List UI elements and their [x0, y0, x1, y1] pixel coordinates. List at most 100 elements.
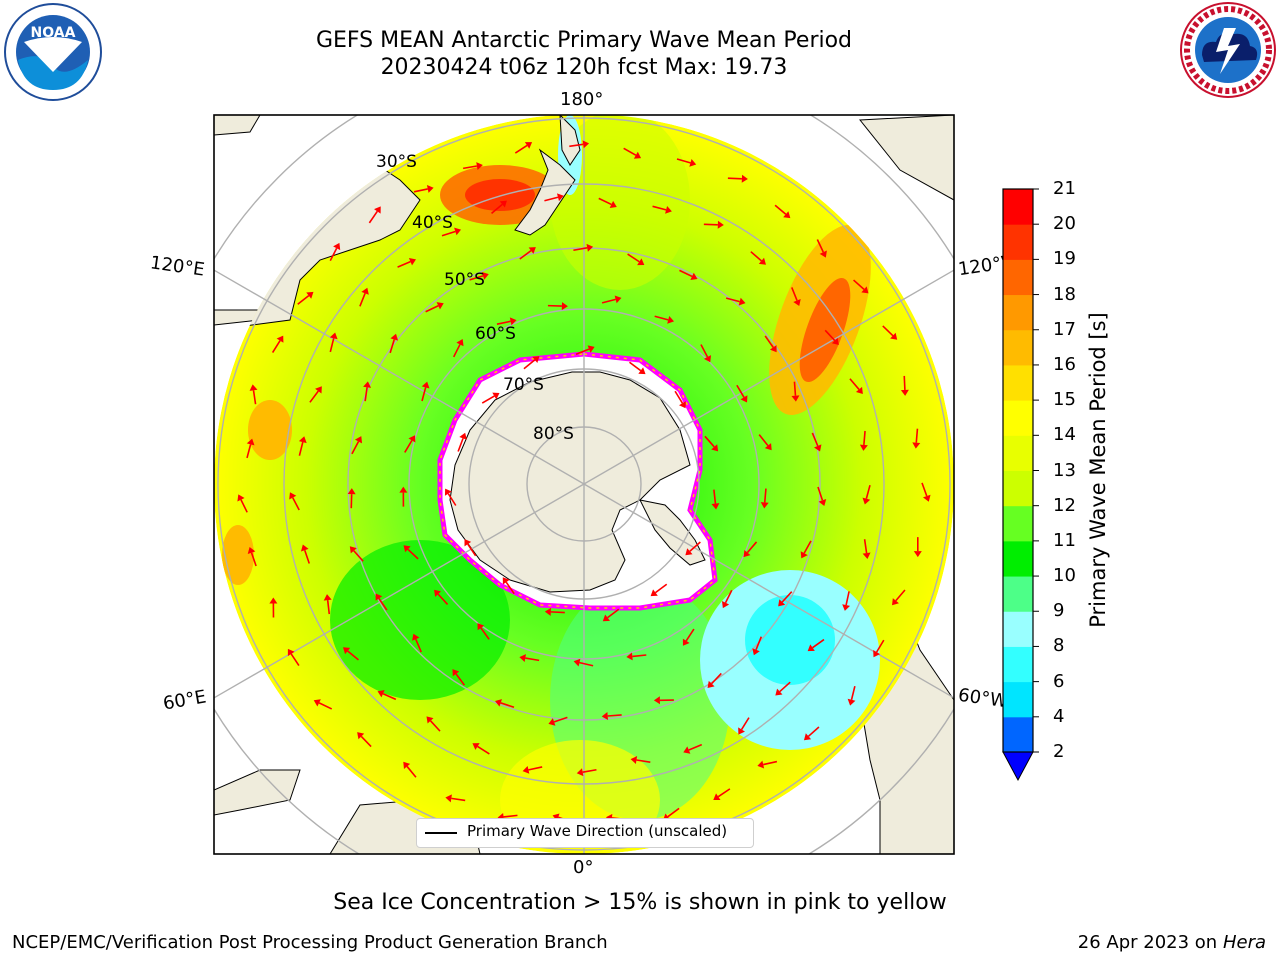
- wave-direction-arrowhead: [630, 756, 638, 764]
- wave-direction-arrowhead: [408, 435, 416, 443]
- colorbar-tick-label: 9: [1053, 600, 1065, 622]
- wave-direction-arrowhead: [481, 272, 489, 280]
- wave-direction-arrow: [689, 541, 701, 552]
- wave-direction-arrowhead: [509, 317, 517, 326]
- colorbar-tick-label: 20: [1053, 213, 1076, 235]
- wave-direction-arrowhead: [913, 551, 922, 558]
- wave-direction-arrowhead: [892, 598, 899, 606]
- land-antarctic-peninsula: [639, 499, 706, 566]
- wave-direction-arrow: [812, 638, 825, 649]
- wave-direction-arrow: [496, 320, 511, 325]
- wave-direction-arrowhead: [862, 497, 871, 505]
- wave-direction-arrow: [290, 653, 300, 667]
- colorbar-tick-label: 14: [1053, 424, 1076, 446]
- colorbar: [1002, 188, 1039, 782]
- wave-direction-arrowhead: [354, 436, 363, 444]
- wave-direction-arrow: [700, 344, 709, 358]
- wave-direction-arrowhead: [456, 339, 464, 347]
- colorbar-cell: [1003, 259, 1033, 296]
- wave-direction-arrowhead: [249, 384, 258, 391]
- wave-direction-arrowhead: [711, 444, 719, 452]
- wave-direction-arrowhead: [374, 206, 381, 214]
- wave-direction-arrowhead: [665, 206, 672, 214]
- wave-direction-arrowhead: [276, 335, 284, 343]
- wave-direction-arrowhead: [459, 432, 467, 440]
- wave-direction-arrowhead: [738, 727, 745, 735]
- wave-direction-arrow: [803, 540, 812, 554]
- wave-direction-arrow: [674, 390, 684, 404]
- wave-direction-arrow: [437, 593, 449, 605]
- wave-direction-arrowhead: [499, 200, 507, 208]
- wave-direction-arrow: [297, 294, 310, 305]
- wave-direction-arrowhead: [269, 597, 278, 604]
- wave-direction-arrowhead: [912, 442, 921, 449]
- wave-direction-arrow: [863, 430, 866, 446]
- wave-direction-arrowhead: [793, 298, 801, 307]
- wave-direction-arrowhead: [752, 648, 760, 656]
- wave-direction-arrow: [875, 639, 885, 653]
- wave-direction-arrowhead: [390, 333, 399, 341]
- land-south-america: [859, 115, 954, 201]
- wave-direction-arrowhead: [803, 733, 812, 741]
- wave-direction-arrow: [550, 611, 565, 614]
- noaa-logo: NOAA: [4, 3, 102, 101]
- wave-direction-arrowhead: [313, 699, 321, 707]
- wave-direction-arrow: [758, 434, 769, 447]
- wave-direction-arrow: [717, 788, 731, 798]
- wave-direction-arrowhead: [717, 220, 724, 229]
- wave-direction-arrow: [318, 702, 333, 710]
- wave-direction-arrow: [746, 541, 758, 554]
- wave-direction-arrow: [895, 589, 906, 602]
- wave-direction-arrowhead: [682, 638, 690, 646]
- wave-direction-arrowhead: [807, 644, 815, 652]
- wave-period-band: [330, 540, 510, 700]
- colorbar-tick-label: 6: [1053, 670, 1065, 692]
- wave-direction-arrowhead: [306, 291, 314, 299]
- wave-direction-arrowhead: [582, 140, 590, 149]
- wave-direction-arrowhead: [421, 381, 430, 389]
- colorbar-tick-label: 18: [1053, 283, 1076, 305]
- wave-direction-arrowhead: [548, 718, 556, 726]
- wave-direction-arrow: [579, 661, 594, 667]
- wave-direction-arrow: [326, 600, 331, 615]
- wave-direction-arrowhead: [711, 503, 720, 510]
- wave-direction-arrowhead: [524, 142, 533, 149]
- wave-period-maximum-tasman: [465, 179, 535, 211]
- land-australia: [214, 115, 261, 136]
- colorbar-cell: [1003, 611, 1033, 647]
- wave-direction-arrowhead: [323, 594, 332, 601]
- wave-direction-arrow: [667, 807, 680, 818]
- wave-direction-arrowhead: [436, 302, 444, 310]
- wave-direction-arrow: [764, 335, 774, 348]
- wave-direction-arrow: [575, 348, 590, 355]
- wave-direction-arrowhead: [586, 243, 594, 252]
- meridian-60e-120w: [214, 269, 954, 699]
- legend-line-sample: [425, 832, 457, 834]
- lat-label-50s: 50°S: [444, 270, 485, 290]
- wave-direction-arrow: [292, 497, 300, 511]
- footer-machine: Hera: [1222, 932, 1266, 953]
- wave-direction-arrowhead: [561, 302, 568, 311]
- wave-direction-arrow: [750, 251, 762, 262]
- wave-direction-arrowhead: [814, 444, 822, 452]
- wave-direction-arrow: [582, 768, 597, 773]
- wave-direction-arrow: [415, 638, 422, 653]
- wave-direction-arrow: [623, 147, 637, 156]
- colorbar-cell: [1003, 364, 1033, 401]
- graticule: [214, 115, 954, 854]
- wave-direction-arrowhead: [247, 547, 256, 555]
- wave-direction-arrow: [462, 165, 478, 170]
- land-new-zealand: [559, 115, 581, 166]
- wave-direction-arrowhead: [363, 381, 372, 388]
- wave-direction-arrowhead: [492, 392, 500, 400]
- colorbar-tick-label: 8: [1053, 635, 1065, 657]
- sea-ice-note: Sea Ice Concentration > 15% is shown in …: [333, 890, 947, 915]
- wave-direction-arrowhead: [477, 623, 485, 631]
- wave-direction-arrowhead: [650, 589, 658, 597]
- wave-direction-arrow: [481, 395, 495, 404]
- wave-direction-arrowhead: [576, 768, 584, 777]
- wave-direction-arrowhead: [287, 648, 295, 657]
- wave-direction-arrowhead: [873, 650, 881, 658]
- wave-direction-arrowhead: [743, 549, 751, 558]
- wave-direction-arrow: [824, 329, 836, 342]
